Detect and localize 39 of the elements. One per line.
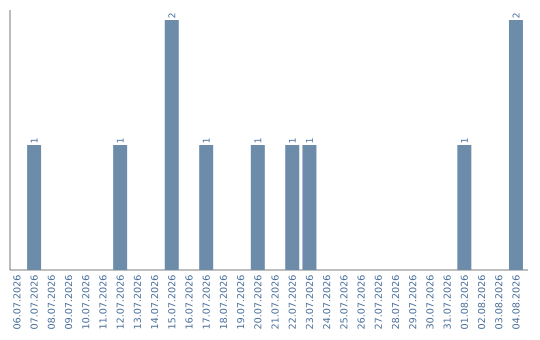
x-tick-label: 08.07.2026: [48, 275, 55, 329]
x-tick-label: 02.08.2026: [478, 275, 486, 329]
x-tick-label: 14.07.2026: [150, 275, 158, 328]
data-label: 2: [168, 13, 176, 18]
x-tick-label: 29.07.2026: [409, 275, 416, 329]
x-tick-label: 31.07.2026: [444, 275, 451, 329]
x-tick-label: 17.07.2026: [202, 275, 210, 328]
x-tick-label: 09.07.2026: [64, 275, 72, 329]
x-tick-label: 21.07.2026: [271, 275, 279, 329]
x-tick-label: 16.07.2026: [185, 275, 193, 328]
x-tick-label: 19.07.2026: [236, 275, 244, 328]
x-tick-label: 18.07.2026: [220, 275, 228, 328]
x-tick-label: 27.07.2026: [374, 275, 382, 329]
data-label: 1: [306, 138, 313, 142]
data-label: 1: [288, 138, 296, 142]
x-tick-label: 30.07.2026: [426, 275, 434, 329]
x-tick-label: 03.08.2026: [495, 275, 502, 329]
data-label: 1: [460, 138, 468, 142]
data-label: 1: [202, 138, 210, 142]
x-tick-label: 28.07.2026: [392, 275, 400, 329]
x-tick-label: 10.07.2026: [82, 275, 90, 328]
x-tick-label: 25.07.2026: [340, 275, 348, 329]
x-tick-label: 26.07.2026: [357, 275, 365, 329]
x-tick-label: 06.07.2026: [13, 275, 20, 329]
x-tick-label: 11.07.2026: [99, 275, 107, 328]
x-tick-label: 15.07.2026: [168, 275, 176, 328]
x-tick-label: 20.07.2026: [254, 275, 262, 329]
data-label: 2: [512, 13, 520, 18]
x-tick-label: 24.07.2026: [323, 275, 330, 329]
x-tick-label: 22.07.2026: [288, 275, 296, 329]
x-tick-label: 23.07.2026: [306, 275, 314, 329]
x-tick-label: 07.07.2026: [30, 275, 38, 329]
x-tick-label: 01.08.2026: [460, 275, 468, 329]
x-tick-label: 04.08.2026: [512, 275, 520, 329]
x-tick-label: 13.07.2026: [134, 275, 141, 328]
data-label: 1: [116, 138, 124, 142]
data-label: 1: [254, 138, 262, 142]
data-label: 1: [30, 138, 38, 142]
x-tick-label: 12.07.2026: [116, 275, 124, 328]
